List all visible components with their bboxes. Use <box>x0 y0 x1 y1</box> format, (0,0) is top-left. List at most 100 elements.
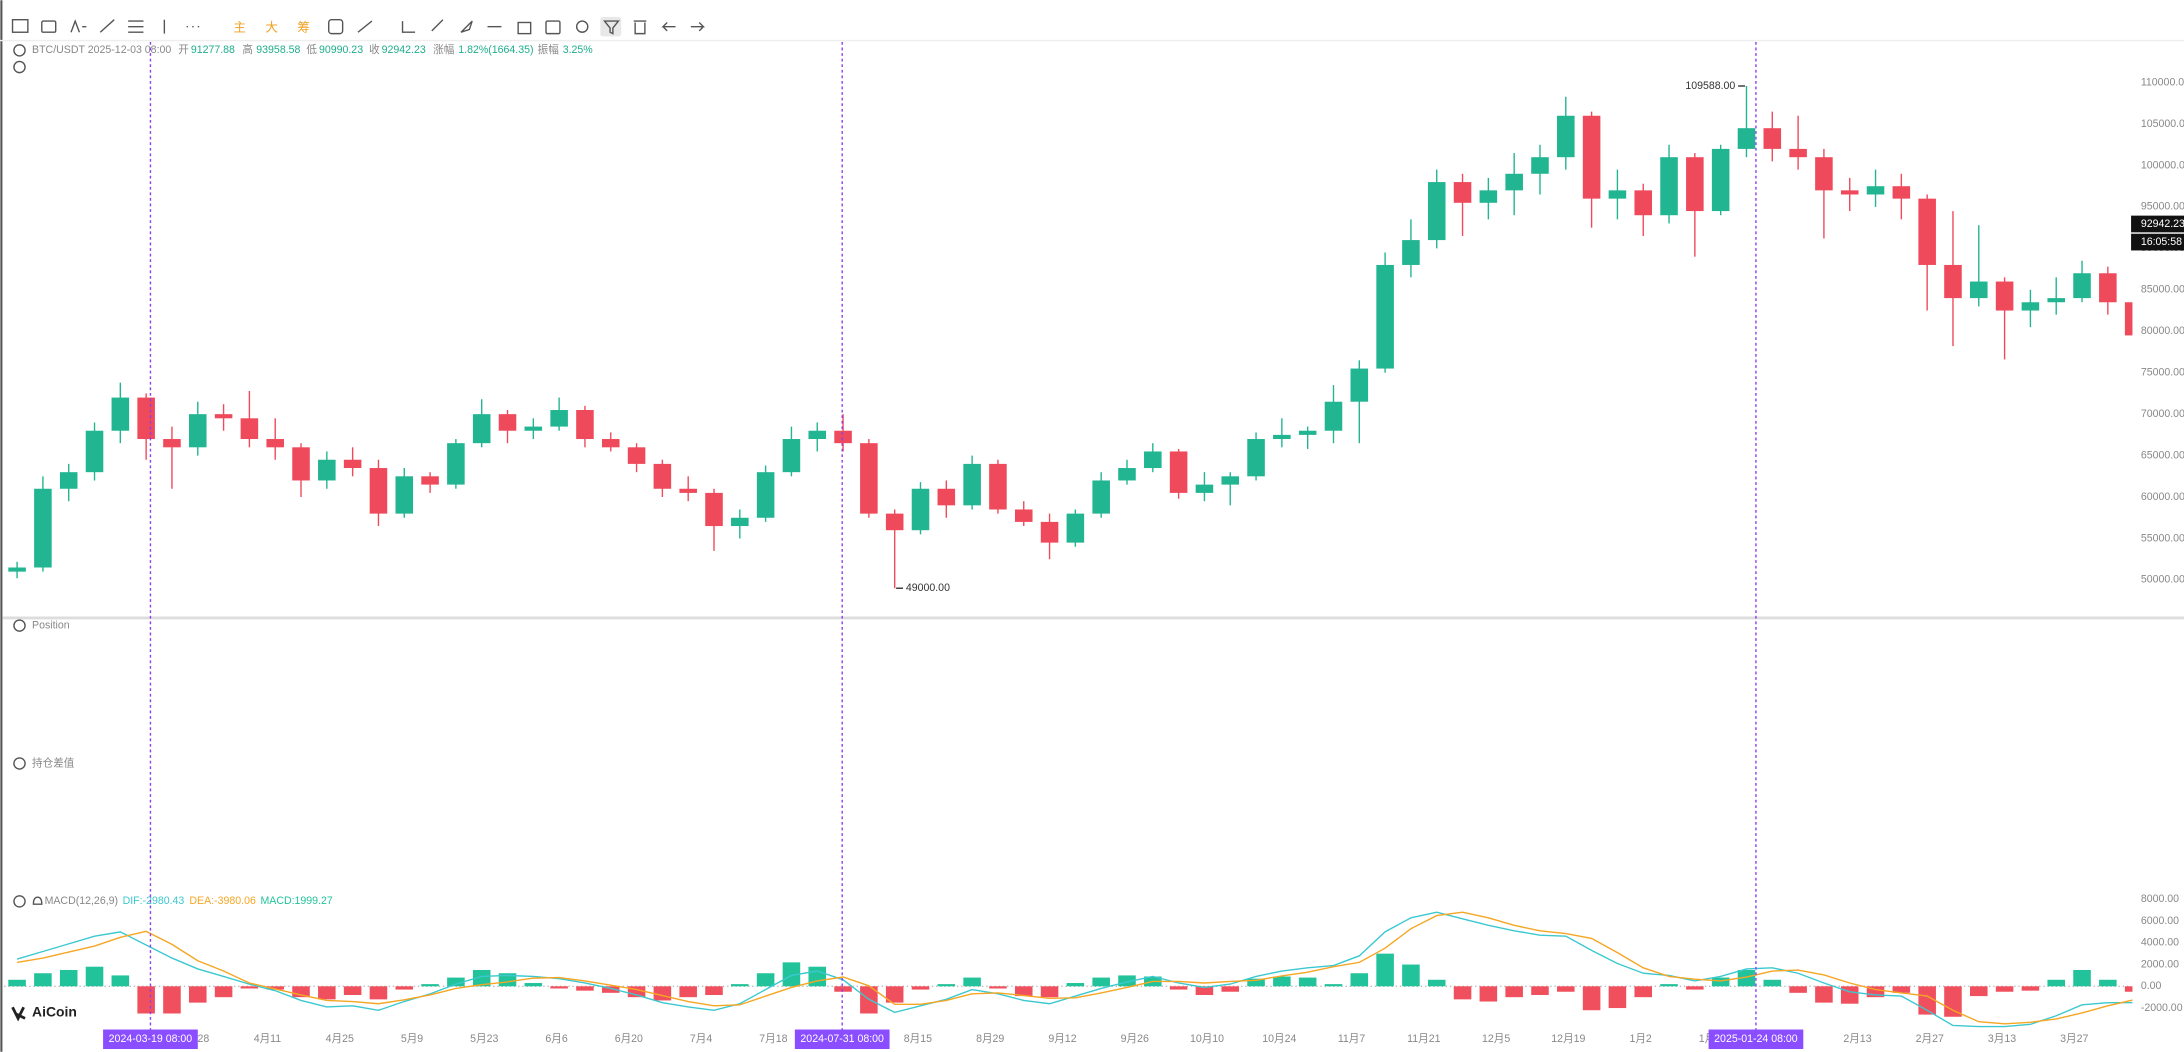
crosshair-label-bg <box>1708 1029 1804 1050</box>
macd-bar <box>1195 986 1214 996</box>
candle-body <box>188 414 207 448</box>
tool-large[interactable]: 大 <box>265 20 278 34</box>
help-icon[interactable] <box>13 60 26 74</box>
candle-body <box>1324 401 1343 431</box>
tool-icon[interactable] <box>401 21 416 33</box>
macd-bar <box>1221 986 1240 992</box>
macd-bar <box>214 986 233 998</box>
candle-body <box>1763 128 1782 149</box>
macd-bar <box>137 986 155 1014</box>
macd-bar <box>2073 969 2091 987</box>
macd-bar <box>34 973 52 987</box>
macd-bar <box>111 975 130 987</box>
macd-bar <box>188 986 207 1003</box>
tool-icon[interactable] <box>328 18 344 35</box>
candle-body <box>343 459 362 469</box>
macd-bar <box>1402 964 1420 987</box>
x-tick-label: 10月24 <box>1262 1033 1296 1045</box>
macd-bar <box>627 986 646 998</box>
macd-line <box>17 911 2133 1025</box>
candle-body <box>834 430 852 444</box>
tool-main[interactable]: 主 <box>233 20 246 34</box>
candle-body <box>472 414 491 444</box>
annotation-label: 49000.00 <box>906 582 950 594</box>
macd-bar <box>1531 986 1549 996</box>
tool-chips[interactable]: 筹 <box>297 19 310 34</box>
x-tick-label: 2月13 <box>1843 1033 1871 1045</box>
tool-icon[interactable] <box>431 19 444 32</box>
tool-icon[interactable] <box>633 20 647 35</box>
tool-icon[interactable] <box>690 21 706 32</box>
candle-body <box>1169 451 1188 493</box>
candle-body <box>1427 182 1446 241</box>
candle-body <box>808 430 827 440</box>
tool-icon[interactable] <box>661 21 676 32</box>
x-tick-label: 6月6 <box>545 1033 567 1045</box>
collapse-icon[interactable] <box>13 44 26 57</box>
candle-body <box>601 439 620 448</box>
tool-icon[interactable] <box>545 20 561 35</box>
tool-icon[interactable] <box>99 19 115 33</box>
tool-icon[interactable] <box>70 19 87 33</box>
candle-body <box>1505 173 1523 191</box>
macd-bar <box>1737 969 1756 987</box>
legend-macd: MACD:1999.27 <box>260 895 332 907</box>
candle-body <box>85 430 104 473</box>
tool-icon[interactable] <box>41 20 57 33</box>
logo: AiCoin <box>11 1003 77 1022</box>
candle-body <box>731 517 749 527</box>
macd-bar <box>1298 977 1317 987</box>
tool-icon[interactable] <box>357 20 373 33</box>
open-value: 91277.88 <box>191 44 235 56</box>
toolbar: 主 大 筹 <box>11 16 706 37</box>
x-tick-label: 3月13 <box>1988 1033 2016 1045</box>
macd-bar <box>1118 975 1136 987</box>
candle-body <box>2099 273 2117 303</box>
candle-body <box>989 463 1007 510</box>
macd-bar <box>1479 986 1498 1002</box>
tool-icon[interactable] <box>575 20 589 33</box>
candle-body <box>911 488 930 531</box>
tool-icon[interactable] <box>11 18 29 33</box>
high-label: 高 <box>242 43 253 56</box>
collapse-icon[interactable] <box>13 757 26 770</box>
macd-bar <box>472 969 491 987</box>
amplitude-label: 振幅 <box>538 43 560 56</box>
tool-icon[interactable] <box>603 20 620 35</box>
tool-selected-bg <box>600 16 622 37</box>
macd-bar <box>1066 983 1085 987</box>
collapse-icon[interactable] <box>13 619 26 632</box>
candle-body <box>2073 273 2091 299</box>
macd-bar <box>1247 978 1265 987</box>
candle-body <box>756 472 775 518</box>
tool-icon[interactable] <box>517 21 532 35</box>
macd-bar <box>2099 979 2117 987</box>
x-tick-label: 10月10 <box>1190 1033 1224 1045</box>
amplitude-value: 3.25% <box>563 44 594 56</box>
macd-bar <box>1711 977 1730 987</box>
macd-bar <box>1608 986 1627 1009</box>
y-tick-label: 110000.00 <box>2141 76 2184 88</box>
candle-body <box>2021 302 2040 311</box>
candle-body <box>679 488 697 493</box>
x-tick-label: 7月4 <box>690 1033 712 1045</box>
y-tick-label: 55000.00 <box>2141 532 2184 544</box>
candle-body <box>1815 157 1833 191</box>
candle-body <box>2124 302 2133 336</box>
candle-body <box>421 476 439 485</box>
collapse-icon[interactable] <box>13 895 26 908</box>
y-tick-label: 100000.00 <box>2141 159 2184 171</box>
candle-body <box>1686 157 1704 212</box>
macd-bar <box>731 984 749 987</box>
macd-bar <box>808 966 827 987</box>
alert-icon[interactable] <box>32 896 43 905</box>
candle-body <box>627 447 646 464</box>
tool-icon[interactable] <box>128 20 144 33</box>
tool-icon[interactable] <box>460 20 473 33</box>
open-label: 开 <box>178 44 189 56</box>
legend-dif: DIF:-2980.43 <box>123 895 185 907</box>
y-tick-label: 6000.00 <box>2141 915 2179 927</box>
macd-bar <box>2021 986 2040 991</box>
macd-bar <box>1944 986 1962 1017</box>
